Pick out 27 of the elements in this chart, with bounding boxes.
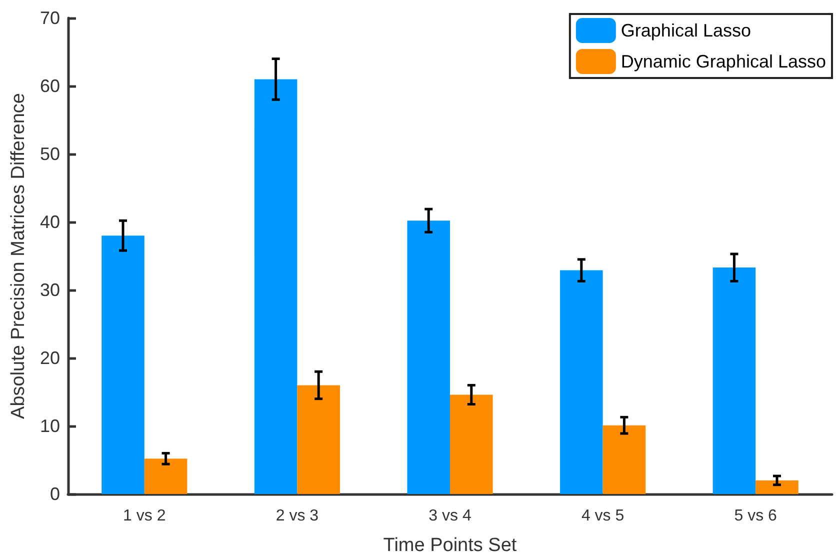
- y-tick-label: 60: [40, 76, 60, 96]
- x-axis-title: Time Points Set: [383, 535, 518, 556]
- legend-label: Graphical Lasso: [620, 20, 751, 40]
- bar: [756, 480, 798, 494]
- bar: [602, 425, 646, 494]
- x-tick-label: 2 vs 3: [276, 508, 319, 524]
- y-tick-label: 40: [40, 212, 60, 232]
- x-tick-label: 3 vs 4: [428, 508, 472, 524]
- x-tick-label: 4 vs 5: [581, 508, 624, 524]
- legend-label: Dynamic Graphical Lasso: [620, 52, 826, 72]
- y-tick-label: 30: [40, 280, 60, 300]
- bar: [297, 385, 340, 494]
- y-axis-title: Absolute Precision Matrices Difference: [8, 93, 29, 419]
- bar: [407, 220, 450, 494]
- x-tick-label: 5 vs 6: [734, 508, 778, 524]
- bar: [144, 458, 188, 494]
- bar: [450, 394, 493, 494]
- y-tick-label: 20: [40, 348, 60, 368]
- x-tick-label: 1 vs 2: [123, 508, 166, 524]
- bar: [102, 236, 144, 494]
- bar: [560, 270, 603, 494]
- y-tick-label: 0: [50, 484, 60, 504]
- y-tick-label: 50: [40, 144, 60, 164]
- y-tick-label: 70: [40, 8, 60, 28]
- y-tick-label: 10: [40, 416, 60, 436]
- bar: [254, 79, 298, 494]
- bar: [712, 268, 756, 494]
